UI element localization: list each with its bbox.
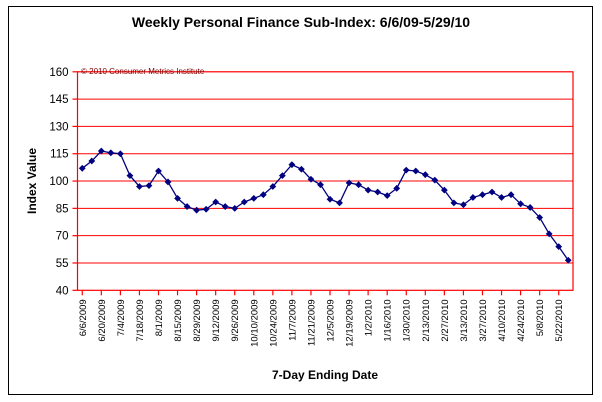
y-tick-label: 130 xyxy=(49,121,68,133)
data-point-marker xyxy=(431,176,439,184)
x-axis-title: 7-Day Ending Date xyxy=(271,368,379,382)
data-point-marker xyxy=(126,172,134,179)
data-point-marker xyxy=(564,256,572,264)
data-point-marker xyxy=(107,149,115,157)
data-point-marker xyxy=(97,147,105,155)
x-tick-label: 7/18/2009 xyxy=(135,299,146,341)
data-point-marker xyxy=(269,183,277,190)
data-point-marker xyxy=(355,181,363,189)
data-point-marker xyxy=(193,206,201,214)
x-tick-label: 10/24/2009 xyxy=(268,299,279,347)
data-point-marker xyxy=(136,183,143,190)
x-tick-label: 4/24/2010 xyxy=(516,299,527,341)
data-point-marker xyxy=(374,188,382,196)
data-point-marker xyxy=(259,191,267,199)
data-point-marker xyxy=(78,164,86,172)
x-tick-label: 8/1/2009 xyxy=(154,299,165,336)
data-point-marker xyxy=(345,179,353,187)
x-tick-label: 1/16/2010 xyxy=(383,299,394,341)
x-tick-label: 1/2/2010 xyxy=(364,299,375,336)
x-tick-label: 6/20/2009 xyxy=(97,299,108,341)
data-point-marker xyxy=(326,195,334,203)
data-point-marker xyxy=(507,191,515,199)
data-point-marker xyxy=(479,191,486,199)
x-tick-label: 5/22/2010 xyxy=(554,299,565,341)
data-point-marker xyxy=(526,204,534,211)
data-point-marker xyxy=(402,166,410,174)
data-point-marker xyxy=(174,194,181,202)
data-point-marker xyxy=(450,199,458,207)
data-point-marker xyxy=(383,192,391,200)
data-point-marker xyxy=(278,172,286,179)
x-tick-label: 3/13/2010 xyxy=(459,299,470,341)
data-point-marker xyxy=(307,175,315,183)
data-point-marker xyxy=(155,167,162,175)
y-tick-label: 70 xyxy=(56,231,69,243)
data-point-marker xyxy=(440,186,448,194)
data-point-marker xyxy=(183,203,191,210)
x-tick-label: 12/5/2009 xyxy=(326,299,337,341)
data-point-marker xyxy=(202,205,210,213)
data-point-marker xyxy=(116,150,124,158)
x-tick-label: 9/12/2009 xyxy=(211,299,222,341)
x-tick-label: 9/26/2009 xyxy=(230,299,241,341)
chart-title: Weekly Personal Finance Sub-Index: 6/6/0… xyxy=(131,14,471,30)
data-point-marker xyxy=(317,181,324,189)
x-tick-label: 5/8/2010 xyxy=(535,299,546,336)
x-tick-label: 8/29/2009 xyxy=(192,299,203,341)
data-point-marker xyxy=(488,188,496,196)
x-tick-label: 2/27/2010 xyxy=(440,299,451,341)
data-point-marker xyxy=(164,178,172,186)
y-tick-label: 85 xyxy=(56,203,69,215)
y-tick-label: 55 xyxy=(56,258,69,270)
data-point-marker xyxy=(240,198,248,206)
data-point-marker xyxy=(145,182,153,190)
x-tick-label: 2/13/2010 xyxy=(421,299,432,341)
y-tick-label: 40 xyxy=(56,285,69,297)
y-tick-label: 100 xyxy=(49,176,68,188)
data-point-marker xyxy=(421,171,429,179)
y-tick-label: 115 xyxy=(50,149,68,161)
data-point-marker xyxy=(555,243,563,250)
data-point-marker xyxy=(336,199,343,207)
x-tick-label: 11/7/2009 xyxy=(287,299,298,341)
y-tick-label: 160 xyxy=(49,67,68,79)
x-tick-label: 8/15/2009 xyxy=(173,299,184,341)
data-point-marker xyxy=(517,200,524,208)
data-point-marker xyxy=(469,194,477,201)
data-point-marker xyxy=(536,214,544,221)
series-line xyxy=(81,150,569,261)
x-tick-label: 11/21/2009 xyxy=(306,299,317,346)
x-tick-label: 12/19/2009 xyxy=(345,299,356,347)
y-tick-label: 145 xyxy=(49,94,68,106)
data-point-marker xyxy=(412,167,420,175)
x-tick-label: 7/4/2009 xyxy=(116,299,127,336)
x-tick-label: 10/10/2009 xyxy=(249,299,260,347)
x-tick-label: 3/27/2010 xyxy=(478,299,489,341)
x-tick-label: 6/6/2009 xyxy=(78,299,89,336)
data-point-marker xyxy=(212,198,220,206)
data-point-marker xyxy=(250,194,258,202)
data-point-marker xyxy=(288,161,296,169)
data-point-marker xyxy=(298,165,305,173)
data-point-marker xyxy=(393,184,401,192)
chart-outer-border xyxy=(8,6,593,395)
data-point-marker xyxy=(88,157,96,165)
x-tick-label: 4/10/2010 xyxy=(497,299,508,341)
x-tick-label: 1/30/2010 xyxy=(402,299,413,341)
data-point-marker xyxy=(221,203,229,210)
copyright-note: © 2010 Consumer Metrics Institute xyxy=(81,67,205,76)
data-point-marker xyxy=(460,201,467,209)
data-point-marker xyxy=(364,186,372,194)
data-point-marker xyxy=(545,230,553,238)
data-point-marker xyxy=(498,194,505,201)
data-point-marker xyxy=(231,204,239,212)
